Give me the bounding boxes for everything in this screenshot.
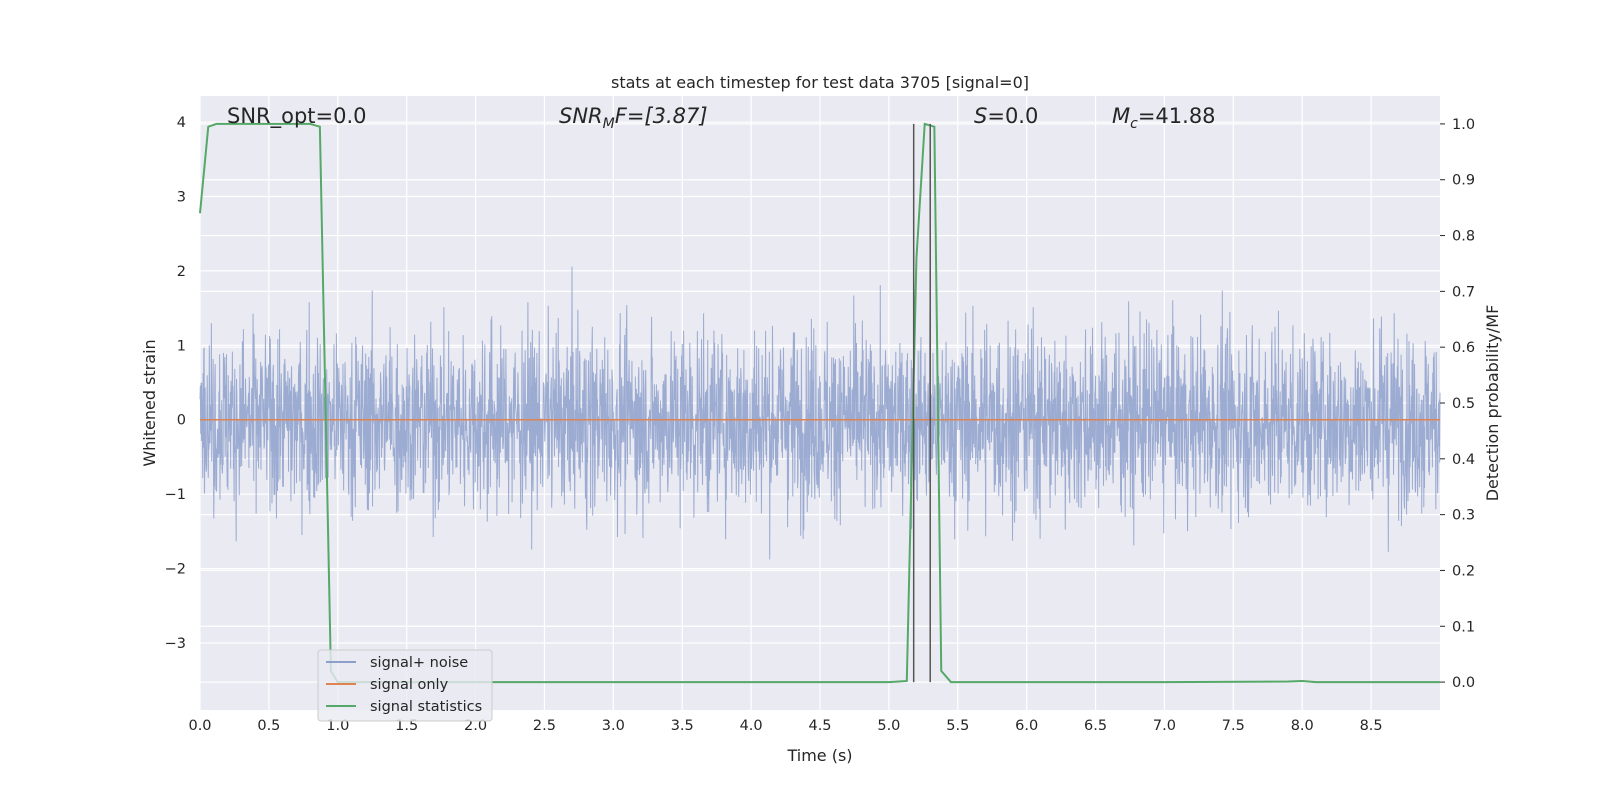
y-right-tick-label: 0.0 xyxy=(1452,675,1475,691)
y-right-tick-label: 1.0 xyxy=(1452,117,1475,133)
marker-lines xyxy=(912,123,931,683)
x-tick-label: 5.0 xyxy=(877,718,900,734)
y-right-tick-label: 0.2 xyxy=(1452,563,1475,579)
y-left-tick-label: 1 xyxy=(177,338,186,354)
legend: signal+ noise signal only signal statist… xyxy=(317,649,493,722)
x-tick-label: 1.0 xyxy=(326,718,349,734)
y-right-tick-label: 0.4 xyxy=(1452,452,1475,468)
legend-label-signal-noise: signal+ noise xyxy=(370,655,468,671)
y-left-tick-label: −2 xyxy=(165,562,186,578)
x-tick-label: 8.0 xyxy=(1291,718,1314,734)
x-tick-label: 4.5 xyxy=(808,718,831,734)
x-tick-label: 6.0 xyxy=(1015,718,1038,734)
x-tick-label: 3.0 xyxy=(602,718,625,734)
y-left-tick-label: 3 xyxy=(177,189,186,205)
y-right-tick-label: 0.9 xyxy=(1452,173,1475,189)
annotation-snr-mf: SNRMF=[3.87] xyxy=(559,104,708,132)
x-tick-label: 6.5 xyxy=(1084,718,1107,734)
y-axis-label-left: Whitened strain xyxy=(140,339,159,466)
x-tick-label: 8.5 xyxy=(1360,718,1383,734)
x-tick-label: 1.5 xyxy=(395,718,418,734)
y-axis-label-right: Detection probability/MF xyxy=(1483,305,1502,502)
y-right-tick-label: 0.6 xyxy=(1452,340,1475,356)
x-axis-label: Time (s) xyxy=(786,746,852,765)
x-tick-label: 7.0 xyxy=(1153,718,1176,734)
legend-label-signal-statistics: signal statistics xyxy=(370,699,482,715)
y-left-tick-labels: 4 3 2 1 0 −1 −2 −3 xyxy=(165,115,186,652)
y-left-tick-label: −1 xyxy=(165,487,186,503)
x-tick-label: 5.5 xyxy=(946,718,969,734)
y-right-tick-label: 0.7 xyxy=(1452,284,1475,300)
y-left-tick-label: −3 xyxy=(165,636,186,652)
legend-box xyxy=(317,649,493,722)
x-tick-label: 7.5 xyxy=(1222,718,1245,734)
annotation-snr-opt: SNR_opt=0.0 xyxy=(227,104,367,129)
legend-label-signal-only: signal only xyxy=(370,677,449,693)
x-tick-label: 3.5 xyxy=(671,718,694,734)
x-tick-label: 2.5 xyxy=(533,718,556,734)
signal-noise-series xyxy=(199,266,1441,560)
y-right-tick-label: 0.5 xyxy=(1452,396,1475,412)
signal-statistics-line xyxy=(199,122,1440,684)
annotation-s: S=0.0 xyxy=(974,104,1038,128)
x-tick-label: 0.5 xyxy=(257,718,280,734)
y-left-tick-label: 4 xyxy=(177,115,186,131)
x-tick-labels: 0.0 0.5 1.0 1.5 2.0 2.5 3.0 3.5 4.0 4.5 5.0 5.5 6.0 6… xyxy=(188,718,1382,734)
signal-statistics-series xyxy=(199,122,1440,684)
y-left-tick-label: 0 xyxy=(177,413,186,429)
y-left-tick-label: 2 xyxy=(177,264,186,280)
y-right-tick-labels: 1.0 0.9 0.8 0.7 0.6 0.5 0.4 0.3 0.2 0.1 0.0 xyxy=(1440,117,1475,691)
signal-noise-line xyxy=(199,266,1441,560)
x-tick-label: 2.0 xyxy=(464,718,487,734)
y-right-tick-label: 0.1 xyxy=(1452,619,1475,635)
x-tick-label: 0.0 xyxy=(188,718,211,734)
y-right-tick-label: 0.8 xyxy=(1452,229,1475,245)
chart-title: stats at each timestep for test data 370… xyxy=(611,73,1029,92)
x-tick-label: 4.0 xyxy=(740,718,763,734)
y-right-tick-label: 0.3 xyxy=(1452,508,1475,524)
annotation-mc: Mc=41.88 xyxy=(1112,104,1216,132)
